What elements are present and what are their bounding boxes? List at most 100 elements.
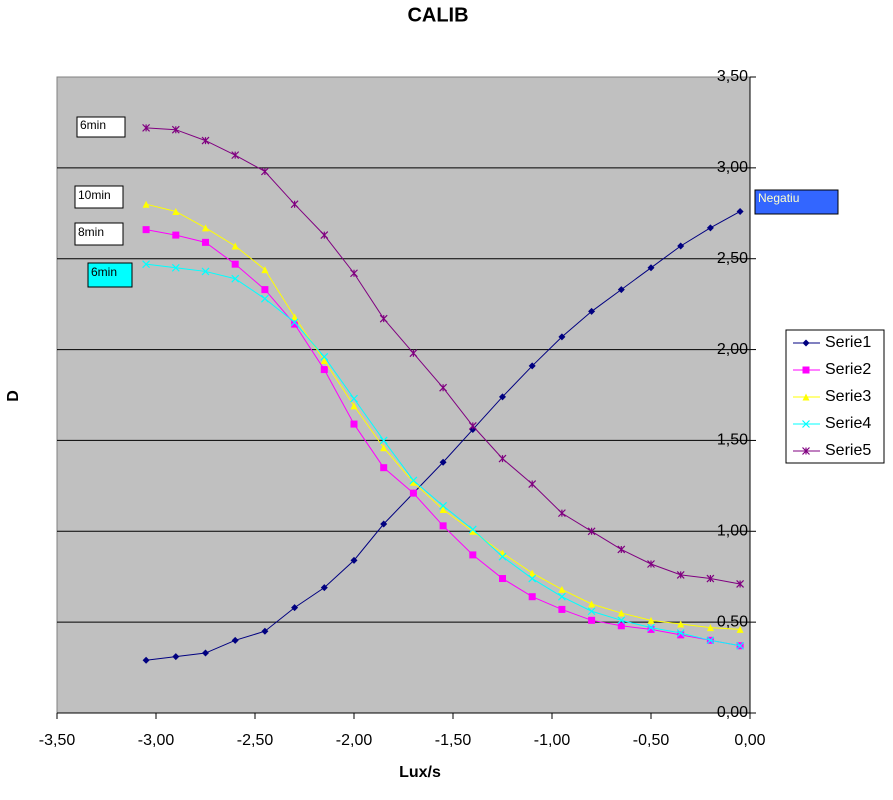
marker [647,264,655,272]
annotation-text: 8min [78,225,104,239]
marker [409,478,417,486]
marker [379,436,388,445]
marker [557,509,566,518]
marker [528,569,536,577]
marker [528,480,537,488]
marker [350,394,358,403]
marker [201,267,210,276]
legend-label: Serie1 [825,334,871,351]
annotation-text: Negatiu [758,191,799,205]
marker [142,226,150,234]
y-tick-label: 1,00 [717,523,748,540]
marker [469,551,477,559]
marker [290,200,299,209]
marker [617,622,625,630]
marker [320,231,329,240]
x-tick-label: -1,50 [435,732,472,749]
marker [380,464,388,472]
marker [736,580,745,588]
x-tick-label: -3,00 [138,732,175,749]
annotation-box [754,189,839,215]
marker [677,242,685,250]
marker [231,636,239,644]
marker [142,260,151,269]
marker [260,167,269,176]
annotation: 6min 10min 8min 6min Negatiu [74,116,839,288]
marker [588,616,596,624]
marker [261,286,269,294]
marker [587,607,596,616]
marker [171,125,180,134]
marker [469,527,477,535]
marker [202,238,209,246]
marker [439,505,447,513]
marker [350,402,358,410]
marker [291,604,299,612]
marker [647,616,655,624]
legend-marker [802,366,810,374]
marker [409,349,418,358]
marker [617,545,626,554]
marker [617,609,625,617]
marker [498,552,507,561]
marker [558,585,566,593]
marker [320,352,329,361]
marker [320,584,328,592]
legend-marker [802,420,810,428]
annotation-text: 6min [80,118,106,132]
plot-area [56,76,751,714]
marker [350,556,358,564]
marker [647,623,655,632]
x-axis-label: Lux/s [399,764,441,781]
marker [380,520,388,528]
series [142,260,745,650]
marker [231,274,240,283]
marker [468,525,477,534]
legend-marker [802,339,810,347]
marker [291,320,299,328]
annotation-box [74,185,124,209]
marker [736,625,744,633]
chart-title: CALIB [407,4,468,26]
marker [588,600,596,608]
marker [499,393,506,401]
marker [409,476,418,485]
marker [677,620,685,628]
marker [558,333,566,341]
legend-marker [802,447,810,455]
marker [202,649,209,657]
marker [706,574,715,583]
marker [260,294,269,303]
marker [171,263,180,272]
marker [172,207,180,215]
marker [498,454,507,463]
marker [261,266,269,274]
marker [350,269,358,278]
marker [439,458,447,466]
y-tick-label: 2,50 [717,250,748,267]
marker [379,314,388,323]
y-axis-label: D [5,390,22,402]
marker [558,605,566,613]
marker [172,231,180,239]
marker [736,641,745,650]
legend-label: Serie3 [825,388,871,405]
legend-label: Serie4 [825,415,871,432]
marker [617,616,626,625]
marker [172,653,180,661]
marker [231,242,239,250]
marker [528,574,537,583]
marker [528,362,536,370]
marker [202,224,209,232]
marker [439,522,447,530]
marker [320,366,328,374]
x-tick-label: -2,00 [336,732,373,749]
marker [142,123,151,132]
marker [617,286,625,294]
marker [468,421,477,430]
marker [142,656,150,664]
marker [201,136,210,145]
legend-label: Serie5 [825,442,871,459]
legend-label: Serie2 [825,361,871,378]
